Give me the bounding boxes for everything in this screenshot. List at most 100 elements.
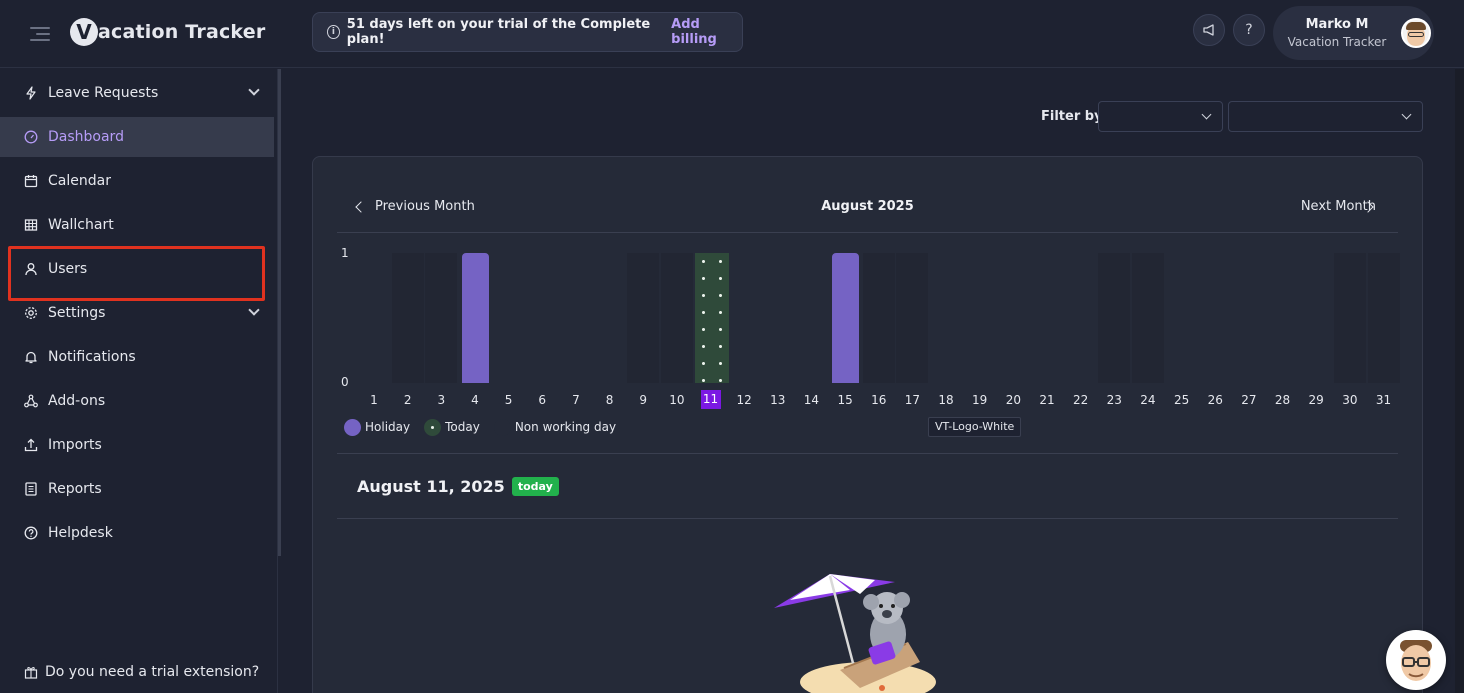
day-column-31[interactable] xyxy=(1367,253,1400,383)
legend-today[interactable]: Today xyxy=(424,418,480,436)
day-column-17[interactable] xyxy=(896,253,929,383)
sidebar-item-label: Users xyxy=(48,261,88,277)
day-column-20[interactable] xyxy=(997,253,1029,383)
app-logo[interactable]: V acation Tracker xyxy=(70,16,265,48)
x-tick-label: 16 xyxy=(871,393,887,407)
day-column-1[interactable] xyxy=(358,253,390,383)
x-tick-label: 28 xyxy=(1274,393,1291,407)
day-column-30[interactable] xyxy=(1333,253,1366,383)
sidebar-item-helpdesk[interactable]: Helpdesk xyxy=(0,513,274,553)
legend-label: Today xyxy=(445,420,480,434)
day-column-25[interactable] xyxy=(1166,253,1198,383)
day-column-13[interactable] xyxy=(762,253,794,383)
x-tick-label: 14 xyxy=(803,393,820,407)
sidebar-item-imports[interactable]: Imports xyxy=(0,425,274,465)
gift-icon xyxy=(24,667,38,679)
x-tick-label: 4 xyxy=(471,393,479,407)
legend-holiday[interactable]: Holiday xyxy=(344,418,410,436)
day-column-14[interactable] xyxy=(795,253,827,383)
day-column-15[interactable] xyxy=(829,253,861,383)
day-column-18[interactable] xyxy=(930,253,962,383)
megaphone-icon xyxy=(1203,24,1214,36)
divider xyxy=(337,232,1398,233)
sidebar-item-label: Reports xyxy=(48,481,102,497)
sidebar-item-leave-requests[interactable]: Leave Requests xyxy=(0,73,274,113)
menu-toggle-icon[interactable] xyxy=(30,24,50,44)
day-column-26[interactable] xyxy=(1199,253,1231,383)
day-column-21[interactable] xyxy=(1031,253,1063,383)
chevron-down-icon xyxy=(248,84,260,96)
x-tick-label: 24 xyxy=(1140,393,1156,407)
sidebar-item-label: Wallchart xyxy=(48,217,114,233)
month-navigation: Previous Month August 2025 Next Month xyxy=(337,197,1398,217)
holiday-bar[interactable] xyxy=(832,253,860,383)
x-tick-label: 31 xyxy=(1375,393,1392,407)
x-tick-label: 21 xyxy=(1039,393,1055,407)
support-avatar-icon xyxy=(1400,640,1432,681)
sidebar-item-label: Dashboard xyxy=(48,129,124,145)
holiday-chart: 1 0 1 2 3 4 5 6 7 8 9 10 11 12 13 14 15 16 17 18 19 20 21 22 2… xyxy=(337,240,1407,415)
day-column-8[interactable] xyxy=(594,253,626,383)
x-tick-label: 22 xyxy=(1073,393,1089,407)
day-column-4[interactable] xyxy=(459,253,491,383)
sidebar-item-add-ons[interactable]: Add-ons xyxy=(0,381,274,421)
filter-select-1[interactable] xyxy=(1098,101,1223,132)
previous-month-button[interactable]: Previous Month xyxy=(375,199,475,214)
day-column-28[interactable] xyxy=(1267,253,1299,383)
sidebar-item-users[interactable]: Users xyxy=(0,249,274,289)
sidebar-item-reports[interactable]: Reports xyxy=(0,469,274,509)
day-column-11[interactable] xyxy=(694,253,729,383)
divider xyxy=(337,453,1398,454)
chat-support-button[interactable] xyxy=(1386,630,1446,690)
day-column-6[interactable] xyxy=(526,253,558,383)
add-billing-link[interactable]: Add billing xyxy=(671,17,717,47)
announcements-button[interactable] xyxy=(1193,14,1225,46)
day-column-24[interactable] xyxy=(1131,253,1164,383)
day-column-10[interactable] xyxy=(660,253,693,383)
next-month-button[interactable]: Next Month xyxy=(1300,199,1376,214)
x-tick-label: 11 xyxy=(700,390,721,409)
holiday-bar[interactable] xyxy=(461,253,489,383)
sidebar-item-notifications[interactable]: Notifications xyxy=(0,337,274,377)
filter-select-2[interactable] xyxy=(1228,101,1423,132)
help-button[interactable]: ? xyxy=(1233,14,1265,46)
day-column-22[interactable] xyxy=(1065,253,1097,383)
sidebar-item-dashboard[interactable]: Dashboard xyxy=(0,117,274,157)
trial-banner: i 51 days left on your trial of the Comp… xyxy=(312,12,743,52)
x-tick-label: 7 xyxy=(572,393,580,407)
sidebar-item-calendar[interactable]: Calendar xyxy=(0,161,274,201)
sidebar-item-settings[interactable]: Settings xyxy=(0,293,274,333)
day-column-23[interactable] xyxy=(1098,253,1131,383)
day-column-16[interactable] xyxy=(862,253,895,383)
day-column-9[interactable] xyxy=(627,253,660,383)
user-menu[interactable]: Marko M Vacation Tracker xyxy=(1273,6,1434,60)
day-column-2[interactable] xyxy=(391,253,424,383)
sidebar-item-label: Leave Requests xyxy=(48,85,159,101)
sidebar-item-wallchart[interactable]: Wallchart xyxy=(0,205,274,245)
tooltip: VT-Logo-White xyxy=(928,417,1022,437)
legend-non-working[interactable]: Non working day xyxy=(493,418,616,436)
logo-mark: V xyxy=(70,18,98,46)
trial-extension-link[interactable]: Do you need a trial extension? xyxy=(24,664,259,680)
day-column-7[interactable] xyxy=(560,253,592,383)
day-column-27[interactable] xyxy=(1233,253,1265,383)
avatar[interactable] xyxy=(1401,18,1431,48)
user-name: Marko M xyxy=(1305,17,1369,32)
main-scrollbar[interactable] xyxy=(1455,69,1464,693)
day-column-5[interactable] xyxy=(493,253,525,383)
selected-date-heading: August 11, 2025 today xyxy=(357,477,559,496)
chart-legend: Holiday Today Non working day xyxy=(344,417,630,437)
y-tick-label: 0 xyxy=(341,375,349,389)
user-icon xyxy=(25,263,37,276)
day-column-3[interactable] xyxy=(425,253,458,383)
today-bar[interactable] xyxy=(694,253,729,383)
day-column-12[interactable] xyxy=(728,253,760,383)
day-column-29[interactable] xyxy=(1300,253,1332,383)
chevron-down-icon xyxy=(248,304,260,316)
user-company: Vacation Tracker xyxy=(1287,35,1387,49)
today-badge: today xyxy=(511,477,559,496)
selected-date: August 11, 2025 xyxy=(357,477,505,496)
sidebar-scrollbar[interactable] xyxy=(278,69,281,556)
lightning-icon xyxy=(26,86,36,100)
day-column-19[interactable] xyxy=(964,253,996,383)
